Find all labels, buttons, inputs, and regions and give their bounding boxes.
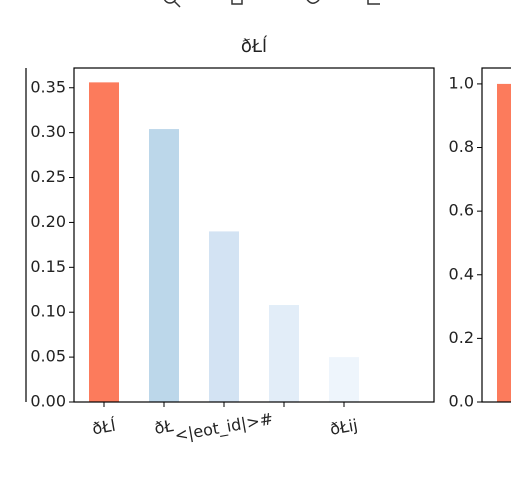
y-tick-label: 0.0 — [449, 392, 474, 411]
y-tick-label: 0.15 — [30, 257, 66, 276]
bar — [269, 305, 299, 402]
y-tick-label: 0.8 — [449, 137, 474, 156]
x-tick-label: ðŁ — [153, 416, 175, 438]
bar — [497, 83, 511, 403]
axes-frame — [481, 67, 511, 403]
y-tick-label: 1.0 — [449, 73, 474, 92]
x-tick-label: <|eot_id|># — [173, 409, 274, 446]
y-tick-label: 0.30 — [30, 122, 66, 141]
y-tick-label: 0.4 — [449, 264, 474, 283]
y-tick-label: 0.25 — [30, 167, 66, 186]
y-tick-label: 0.20 — [30, 212, 66, 231]
toolbar-icons — [163, 0, 380, 8]
y-tick-label: 0.2 — [449, 328, 474, 347]
axes-frame — [73, 67, 435, 403]
bar — [209, 231, 239, 402]
x-tick-label: ðŁĺ — [91, 416, 118, 439]
y-tick-label: 0.05 — [30, 347, 66, 366]
chart-title: ðŁĺ — [241, 35, 268, 57]
y-tick-label: 0.6 — [449, 201, 474, 220]
bar — [89, 82, 119, 402]
y-tick-label: 0.35 — [30, 77, 66, 96]
y-tick-label: 0.10 — [30, 302, 66, 321]
x-tick-label: ðŁĳ — [329, 415, 360, 439]
bar — [149, 129, 179, 402]
bar — [329, 357, 359, 402]
y-tick-label: 0.00 — [30, 392, 66, 411]
